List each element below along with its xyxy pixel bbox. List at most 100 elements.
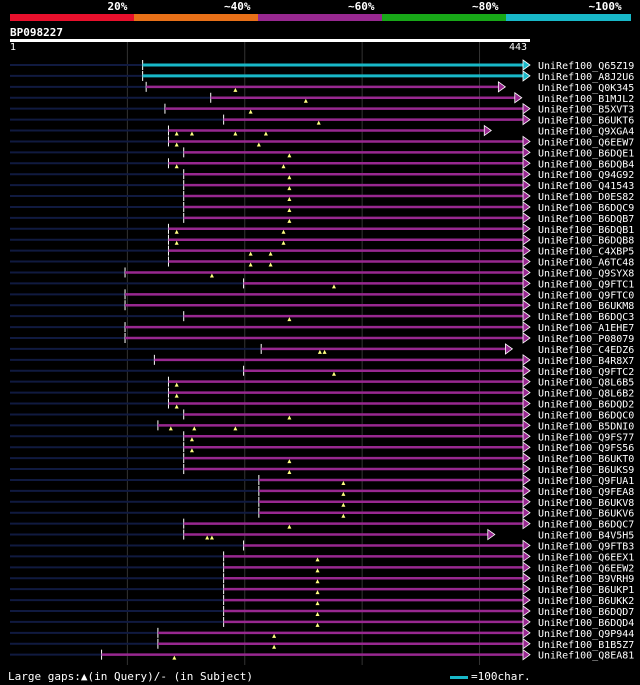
- hit-row[interactable]: UniRef100_Q9FTC0: [10, 288, 634, 301]
- hit-label[interactable]: UniRef100_B6DQD7: [538, 607, 634, 618]
- hit-label[interactable]: UniRef100_B1MJL2: [538, 94, 634, 105]
- hit-row[interactable]: UniRef100_B6DQC0: [10, 408, 634, 421]
- hit-row[interactable]: UniRef100_C4EDZ6: [10, 343, 634, 356]
- hit-row[interactable]: UniRef100_D0ES82: [10, 190, 634, 203]
- hit-label[interactable]: UniRef100_C4XBP5: [538, 247, 634, 258]
- hit-row[interactable]: UniRef100_Q6EEW2: [10, 561, 634, 574]
- hit-label[interactable]: UniRef100_Q9XGA4: [538, 127, 634, 138]
- hit-label[interactable]: UniRef100_B6UKV6: [538, 509, 634, 520]
- hit-label[interactable]: UniRef100_B4R8X7: [538, 356, 634, 367]
- hit-row[interactable]: UniRef100_Q6EEX1: [10, 550, 634, 563]
- hit-row[interactable]: UniRef100_Q9FTC2: [10, 364, 634, 378]
- hit-row[interactable]: UniRef100_B5DNI0: [10, 419, 634, 432]
- hit-row[interactable]: UniRef100_Q9FS56: [10, 441, 634, 454]
- hit-label[interactable]: UniRef100_Q9FS77: [538, 432, 634, 443]
- hit-label[interactable]: UniRef100_B6DQC7: [538, 520, 634, 531]
- hit-row[interactable]: UniRef100_B6DQC9: [10, 201, 634, 214]
- hit-row[interactable]: UniRef100_Q9FUA1: [10, 474, 634, 487]
- hit-label[interactable]: UniRef100_B6UKT0: [538, 454, 634, 465]
- hit-label[interactable]: UniRef100_B5XVT3: [538, 105, 634, 116]
- hit-row[interactable]: UniRef100_B6UKV6: [10, 506, 634, 520]
- hit-label[interactable]: UniRef100_Q9P944: [538, 629, 634, 640]
- hit-row[interactable]: UniRef100_B6UKT6: [10, 113, 634, 127]
- hit-row[interactable]: UniRef100_B9VRH9: [10, 572, 634, 585]
- hit-row[interactable]: UniRef100_A1EHE7: [10, 321, 634, 334]
- hit-label[interactable]: UniRef100_C4EDZ6: [538, 345, 634, 356]
- hit-row[interactable]: UniRef100_Q9FTC1: [10, 277, 634, 290]
- hit-label[interactable]: UniRef100_A1EHE7: [538, 323, 634, 334]
- hit-label[interactable]: UniRef100_P08079: [538, 334, 634, 345]
- hit-label[interactable]: UniRef100_Q9SYX8: [538, 268, 634, 279]
- hit-label[interactable]: UniRef100_Q6EEW2: [538, 563, 634, 574]
- hit-label[interactable]: UniRef100_Q8EA81: [538, 651, 634, 662]
- hit-label[interactable]: UniRef100_Q6EEX1: [538, 552, 634, 563]
- hit-row[interactable]: UniRef100_Q9XGA4: [10, 124, 634, 138]
- hit-label[interactable]: UniRef100_B6DQB4: [538, 159, 634, 170]
- hit-row[interactable]: UniRef100_Q65Z19: [10, 59, 634, 72]
- hit-row[interactable]: UniRef100_B6UKP1: [10, 583, 634, 596]
- hit-label[interactable]: UniRef100_B6DQE1: [538, 148, 634, 159]
- hit-row[interactable]: UniRef100_B6UKK2: [10, 594, 634, 607]
- hit-label[interactable]: UniRef100_B5DNI0: [538, 421, 634, 432]
- hit-label[interactable]: UniRef100_Q9FEA8: [538, 487, 634, 498]
- hit-label[interactable]: UniRef100_B6UKK2: [538, 596, 634, 607]
- hit-label[interactable]: UniRef100_B4V5H5: [538, 531, 634, 542]
- hit-label[interactable]: UniRef100_A8J2U6: [538, 72, 634, 83]
- hit-row[interactable]: UniRef100_A8J2U6: [10, 70, 634, 83]
- hit-label[interactable]: UniRef100_D0ES82: [538, 192, 634, 203]
- hit-row[interactable]: UniRef100_P08079: [10, 332, 634, 345]
- hit-row[interactable]: UniRef100_B1B5Z7: [10, 637, 634, 651]
- hit-row[interactable]: UniRef100_B6DQB1: [10, 223, 634, 236]
- hit-row[interactable]: UniRef100_Q0K345: [10, 81, 634, 94]
- hit-row[interactable]: UniRef100_B6DQD2: [10, 397, 634, 411]
- hit-row[interactable]: UniRef100_B6DQB4: [10, 157, 634, 170]
- hit-label[interactable]: UniRef100_B6UKP1: [538, 585, 634, 596]
- hit-label[interactable]: UniRef100_Q9FUA1: [538, 476, 634, 487]
- hit-row[interactable]: UniRef100_B1MJL2: [10, 91, 634, 105]
- hit-row[interactable]: UniRef100_B6UKV8: [10, 496, 634, 509]
- hit-row[interactable]: UniRef100_B5XVT3: [10, 102, 634, 116]
- hit-label[interactable]: UniRef100_Q6EEW7: [538, 137, 634, 148]
- hit-label[interactable]: UniRef100_B6DQD2: [538, 400, 634, 411]
- hit-row[interactable]: UniRef100_Q94G92: [10, 168, 634, 181]
- hit-row[interactable]: UniRef100_B6DQC3: [10, 310, 634, 323]
- hit-row[interactable]: UniRef100_B6UKS9: [10, 463, 634, 476]
- hit-row[interactable]: UniRef100_B4V5H5: [10, 528, 634, 542]
- hit-label[interactable]: UniRef100_B6DQC0: [538, 410, 634, 421]
- hit-label[interactable]: UniRef100_B6UKM8: [538, 301, 634, 312]
- hit-row[interactable]: UniRef100_Q6EEW7: [10, 135, 634, 148]
- hit-label[interactable]: UniRef100_B6DQD4: [538, 618, 634, 629]
- hit-label[interactable]: UniRef100_Q0K345: [538, 83, 634, 94]
- hit-row[interactable]: UniRef100_B6UKM8: [10, 299, 634, 312]
- hit-label[interactable]: UniRef100_B6DQB8: [538, 236, 634, 247]
- hit-label[interactable]: UniRef100_B6DQC9: [538, 203, 634, 214]
- hit-row[interactable]: UniRef100_Q8L6B2: [10, 386, 634, 400]
- hit-row[interactable]: UniRef100_B6DQD4: [10, 616, 634, 629]
- hit-label[interactable]: UniRef100_B1B5Z7: [538, 640, 634, 651]
- hit-row[interactable]: UniRef100_B6DQD7: [10, 605, 634, 618]
- hit-row[interactable]: UniRef100_Q8EA81: [10, 648, 634, 662]
- hit-row[interactable]: UniRef100_Q41543: [10, 179, 634, 192]
- hit-label[interactable]: UniRef100_Q8L6B2: [538, 389, 634, 400]
- hit-label[interactable]: UniRef100_B6DQB7: [538, 214, 634, 225]
- hit-row[interactable]: UniRef100_B6DQE1: [10, 146, 634, 159]
- hit-row[interactable]: UniRef100_B6UKT0: [10, 452, 634, 465]
- hit-row[interactable]: UniRef100_C4XBP5: [10, 244, 634, 258]
- hit-row[interactable]: UniRef100_B4R8X7: [10, 354, 634, 367]
- hit-row[interactable]: UniRef100_Q9FEA8: [10, 485, 634, 498]
- hit-label[interactable]: UniRef100_B6UKT6: [538, 116, 634, 127]
- hit-label[interactable]: UniRef100_Q94G92: [538, 170, 634, 181]
- hit-row[interactable]: UniRef100_B6DQB7: [10, 212, 634, 225]
- hit-label[interactable]: UniRef100_A6TC48: [538, 258, 634, 269]
- hit-label[interactable]: UniRef100_Q9FTB3: [538, 541, 634, 552]
- hit-label[interactable]: UniRef100_B6DQB1: [538, 225, 634, 236]
- hit-label[interactable]: UniRef100_Q8L6B5: [538, 378, 634, 389]
- hit-label[interactable]: UniRef100_Q65Z19: [538, 61, 634, 72]
- hit-row[interactable]: UniRef100_Q8L6B5: [10, 375, 634, 389]
- hit-row[interactable]: UniRef100_B6DQC7: [10, 517, 634, 531]
- hit-row[interactable]: UniRef100_A6TC48: [10, 255, 634, 269]
- hit-label[interactable]: UniRef100_B9VRH9: [538, 574, 634, 585]
- hit-label[interactable]: UniRef100_B6UKV8: [538, 498, 634, 509]
- hit-label[interactable]: UniRef100_Q9FTC2: [538, 367, 634, 378]
- hit-row[interactable]: UniRef100_Q9P944: [10, 627, 634, 640]
